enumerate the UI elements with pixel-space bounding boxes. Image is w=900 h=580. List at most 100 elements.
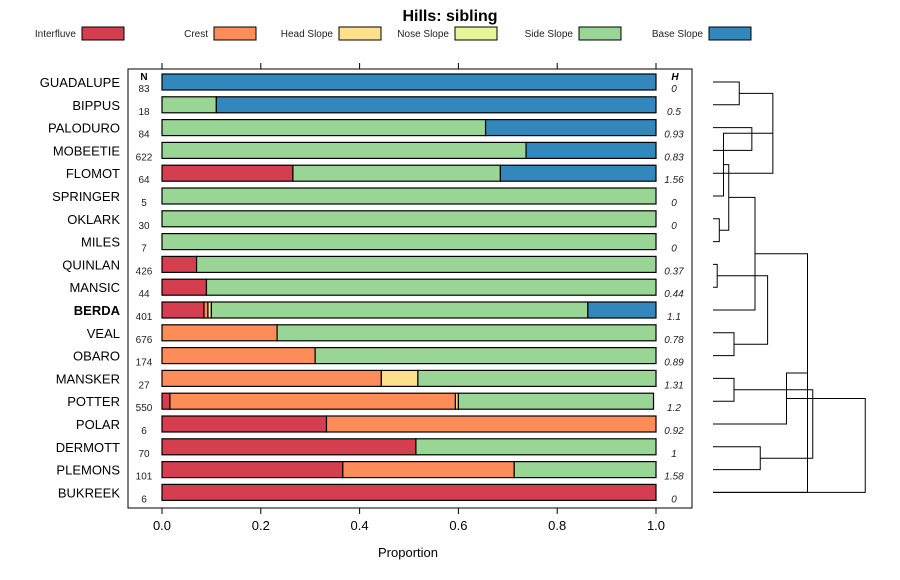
h-value-mobeetie: 0.83 — [664, 152, 684, 163]
row-miles: MILES 7 0 — [81, 233, 677, 255]
bar-polar-crest — [325, 415, 657, 433]
dendrogram-branch-15 — [713, 398, 866, 493]
h-value-mansic: 0.44 — [664, 289, 684, 300]
row-label-plemons: PLEMONS — [56, 463, 120, 478]
n-value-dermott: 70 — [138, 449, 150, 460]
n-value-mobeetie: 622 — [136, 152, 153, 163]
bar-potter-crest — [169, 392, 457, 410]
dendrogram-branch-11 — [713, 377, 735, 402]
n-value-flomot: 64 — [138, 175, 150, 186]
row-oklark: OKLARK 30 0 — [67, 210, 677, 232]
bar-plemons-crest — [342, 461, 515, 479]
chart-title: Hills: sibling — [402, 8, 497, 25]
n-value-mansker: 27 — [138, 380, 150, 391]
row-label-bukreek: BUKREEK — [58, 485, 120, 500]
bar-bippus-side-slope — [161, 96, 217, 114]
bar-guadalupe-base-slope — [161, 73, 657, 91]
row-polar: POLAR 6 0.92 — [76, 415, 684, 437]
bar-flomot-interfluve — [161, 164, 294, 182]
n-value-plemons: 101 — [136, 472, 153, 483]
legend-swatch-crest — [213, 26, 257, 41]
n-value-oklark: 30 — [138, 221, 150, 232]
x-tick-label-5: 1.0 — [647, 518, 665, 533]
row-label-mansker: MANSKER — [56, 371, 120, 386]
x-tick-label-2: 0.4 — [351, 518, 369, 533]
row-mansker: MANSKER 27 1.31 — [56, 369, 684, 391]
bar-mansker-crest — [161, 369, 382, 387]
row-bukreek: BUKREEK 6 0 — [58, 483, 677, 505]
bar-flomot-side-slope — [292, 164, 501, 182]
h-value-dermott: 1 — [671, 449, 677, 460]
n-column-header: N — [140, 72, 147, 83]
h-column-header: H — [671, 72, 679, 83]
legend-label-crest: Crest — [184, 29, 208, 40]
row-potter: POTTER 550 1.2 — [67, 392, 681, 414]
bar-dermott-interfluve — [161, 438, 417, 456]
bar-berda-base-slope — [587, 301, 657, 319]
bar-quinlan-side-slope — [195, 255, 657, 273]
legend-label-side-slope: Side Slope — [525, 29, 574, 40]
row-veal: VEAL 676 0.78 — [87, 324, 684, 346]
n-value-guadalupe: 83 — [138, 84, 150, 95]
bar-plemons-side-slope — [513, 461, 657, 479]
dendrogram-branch-12 — [713, 446, 761, 471]
bar-obaro-crest — [161, 347, 316, 365]
row-label-quinlan: QUINLAN — [62, 257, 120, 272]
bar-mansic-side-slope — [205, 278, 657, 296]
dendrogram-branch-5 — [713, 263, 718, 288]
n-value-polar: 6 — [141, 426, 147, 437]
x-axis-title: Proportion — [378, 545, 438, 560]
h-value-springer: 0 — [671, 198, 677, 209]
bar-potter-interfluve — [161, 392, 171, 410]
dendrogram-branch-4 — [713, 132, 773, 197]
x-tick-label-1: 0.2 — [252, 518, 270, 533]
bar-mansker-head-slope — [380, 369, 419, 387]
legend-label-head-slope: Head Slope — [281, 29, 334, 40]
row-flomot: FLOMOT 64 1.56 — [66, 164, 684, 186]
bar-bippus-base-slope — [215, 96, 657, 114]
row-label-oklark: OKLARK — [67, 212, 120, 227]
row-plemons: PLEMONS 101 1.58 — [56, 461, 684, 483]
bar-berda-side-slope — [210, 301, 589, 319]
bar-veal-side-slope — [276, 324, 657, 342]
x-tick-label-3: 0.6 — [449, 518, 467, 533]
h-value-bippus: 0.5 — [667, 107, 681, 118]
bar-springer-side-slope — [161, 187, 657, 205]
bar-quinlan-interfluve — [161, 255, 198, 273]
n-value-miles: 7 — [141, 244, 147, 255]
legend-label-base-slope: Base Slope — [652, 29, 704, 40]
h-value-miles: 0 — [671, 244, 677, 255]
dendrogram-branch-8 — [713, 196, 756, 311]
h-value-polar: 0.92 — [664, 426, 684, 437]
row-quinlan: QUINLAN 426 0.37 — [62, 255, 684, 277]
row-label-flomot: FLOMOT — [66, 166, 120, 181]
row-label-obaro: OBARO — [73, 349, 120, 364]
bar-miles-side-slope — [161, 233, 657, 251]
dendrogram-branch-0 — [713, 81, 740, 106]
dendrogram-branch-3 — [713, 218, 720, 243]
row-label-dermott: DERMOTT — [56, 440, 120, 455]
h-value-guadalupe: 0 — [671, 84, 677, 95]
row-paloduro: PALODURO 84 0.93 — [48, 118, 684, 141]
row-label-guadalupe: GUADALUPE — [40, 75, 121, 90]
row-label-berda: BERDA — [74, 303, 121, 318]
n-value-quinlan: 426 — [136, 266, 153, 277]
row-obaro: OBARO 174 0.89 — [73, 347, 684, 369]
n-value-veal: 676 — [136, 335, 153, 346]
bar-paloduro-base-slope — [484, 118, 657, 137]
h-value-quinlan: 0.37 — [664, 266, 684, 277]
n-value-obaro: 174 — [136, 358, 153, 369]
legend-swatch-nose-slope — [454, 26, 498, 41]
dendrogram-branch-14 — [734, 389, 814, 459]
bar-berda-interfluve — [161, 301, 205, 319]
dendrogram-branch-6 — [719, 164, 730, 231]
bar-flomot-base-slope — [499, 164, 657, 182]
row-label-mobeetie: MOBEETIE — [53, 143, 121, 158]
x-tick-label-4: 0.8 — [548, 518, 566, 533]
n-value-potter: 550 — [136, 403, 153, 414]
legend-swatch-head-slope — [338, 26, 382, 41]
dendrogram-branch-1 — [713, 127, 753, 151]
h-value-bukreek: 0 — [671, 494, 677, 505]
row-label-springer: SPRINGER — [52, 189, 120, 204]
